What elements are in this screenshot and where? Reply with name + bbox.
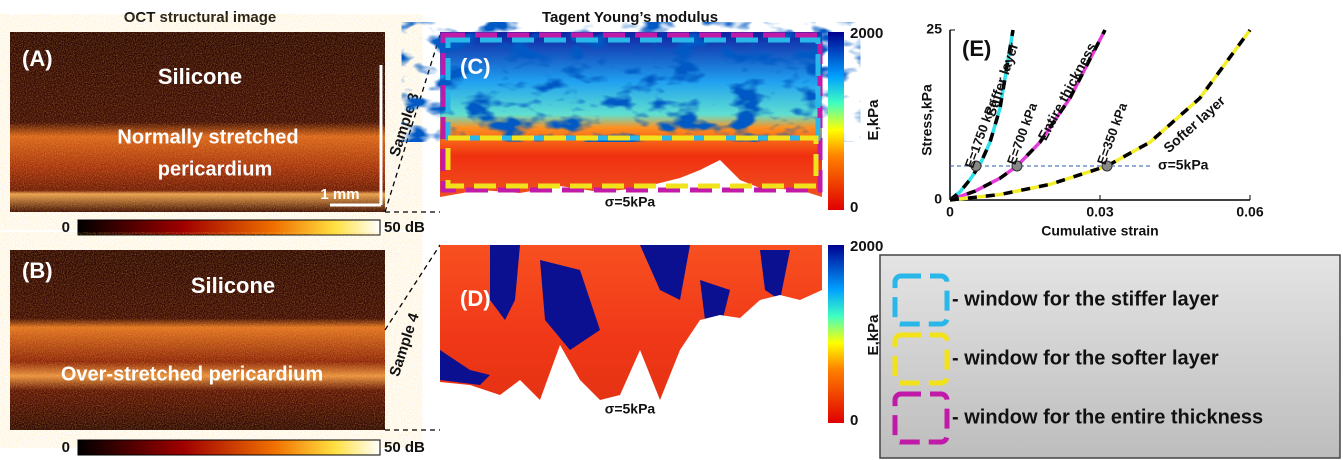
- window-stiffer: [445, 37, 821, 141]
- colorbar-label: 0: [850, 199, 858, 216]
- colorbar: [77, 439, 381, 456]
- colorbar-label: 50 dB: [384, 219, 425, 236]
- oct-texture: [10, 32, 385, 212]
- colorbar-unit: E,kPa: [865, 99, 882, 141]
- point: [970, 160, 982, 172]
- colorbar-label: 50 dB: [384, 439, 425, 456]
- curve-label: Entire thickness: [1034, 40, 1099, 143]
- colorbar-label: 0: [62, 439, 70, 456]
- y-axis-label: Stress,kPa: [919, 84, 935, 156]
- layer-label: Silicone: [191, 273, 275, 298]
- x-tick-label: 0: [946, 204, 954, 220]
- x-axis-label: Cumulative strain: [1041, 223, 1158, 239]
- legend: - window for the stiffer layer - window f…: [892, 273, 1263, 445]
- colorbar: [828, 245, 844, 423]
- y-tick-label: 25: [926, 21, 942, 37]
- stress-label: σ=5kPa: [605, 401, 656, 417]
- modulus-texture: [440, 32, 822, 132]
- colorbar: [77, 219, 381, 236]
- x-tick-label: 0.03: [1086, 204, 1113, 220]
- colorbar: [828, 32, 844, 210]
- panel-label: (B): [22, 258, 53, 283]
- layer-label: Silicone: [158, 64, 242, 89]
- mask: [440, 160, 822, 212]
- legend-swatch: [892, 391, 950, 445]
- oct-texture: [10, 250, 385, 430]
- colorbar-label: 0: [850, 412, 858, 429]
- point: [1011, 160, 1023, 172]
- y-tick-label: 0: [934, 191, 942, 207]
- panel-label: (C): [460, 54, 491, 79]
- colorbar-unit: E,kPa: [865, 314, 882, 356]
- window-entire: [440, 32, 823, 193]
- header: Tagent Young’s modulus: [542, 9, 718, 26]
- layer-label: Over-stretched pericardium: [61, 363, 323, 385]
- legend-label: - window for the softer layer: [952, 347, 1219, 369]
- panel-label: (E): [962, 36, 991, 61]
- panel-label: (D): [460, 286, 491, 311]
- sample-label: Sample 3: [386, 91, 423, 159]
- layer-label: Normally stretched: [117, 126, 298, 148]
- legend-label: - window for the stiffer layer: [952, 288, 1219, 310]
- mask: [440, 290, 822, 430]
- colorbar-label: 2000: [850, 25, 883, 42]
- curve-dash: [949, 28, 1252, 202]
- reference-label: σ=5kPa: [1158, 157, 1209, 173]
- legend-swatch: [892, 273, 950, 327]
- x-tick-label: 0.06: [1236, 204, 1263, 220]
- layer-label: pericardium: [158, 158, 272, 180]
- chart: 0 0.03 0.06 0 25 Cumulative strain Stress,kPa (…: [919, 21, 1264, 239]
- legend-swatch: [892, 332, 950, 386]
- legend-box: [879, 254, 1341, 459]
- colorbar-label: 0: [62, 219, 70, 236]
- point: [1101, 160, 1113, 172]
- scale-label: 1 mm: [320, 186, 359, 203]
- legend-label: - window for the entire thickness: [952, 406, 1263, 428]
- stiff-regions: [440, 245, 790, 385]
- header: OCT structural image: [124, 9, 277, 26]
- connector: [384, 34, 441, 431]
- window-softer: [445, 135, 819, 189]
- colorbar-label: 2000: [850, 238, 883, 255]
- panel-label: (A): [22, 46, 53, 71]
- stress-label: σ=5kPa: [605, 194, 656, 210]
